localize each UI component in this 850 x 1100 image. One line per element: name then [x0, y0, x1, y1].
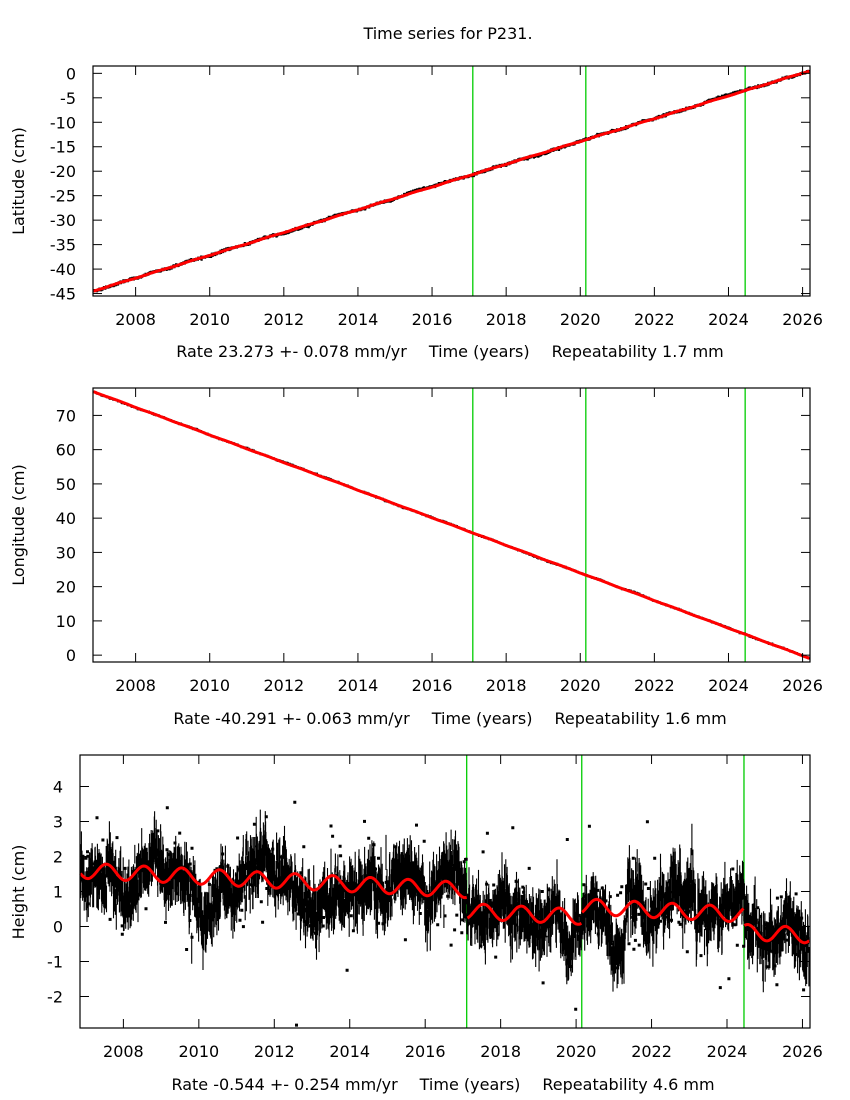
y-tick-label: 1 — [53, 883, 63, 902]
x-tick-label: 2020 — [556, 1042, 597, 1061]
rate-text: Rate -0.544 +- 0.254 mm/yr — [171, 1075, 398, 1094]
y-tick-label: -45 — [50, 285, 76, 304]
y-tick-label: -5 — [60, 89, 76, 108]
x-tick-label: 2008 — [103, 1042, 144, 1061]
y-tick-label: -35 — [50, 236, 76, 255]
x-tick-label: 2014 — [329, 1042, 370, 1061]
x-tick-label: 2026 — [782, 310, 823, 329]
x-tick-label: 2016 — [412, 310, 453, 329]
y-tick-label: -40 — [50, 260, 76, 279]
break-lines — [472, 388, 746, 662]
x-tick-label: 2024 — [708, 676, 749, 695]
x-tick-label: 2012 — [263, 676, 304, 695]
x-axis-label: Time (years) — [428, 342, 530, 361]
y-tick-label: -30 — [50, 211, 76, 230]
y-tick-label: -10 — [50, 113, 76, 132]
repeatability-text: Repeatability 1.6 mm — [555, 709, 727, 728]
repeatability-text: Repeatability 1.7 mm — [552, 342, 724, 361]
x-tick-label: 2012 — [263, 310, 304, 329]
x-tick-label: 2008 — [115, 676, 156, 695]
y-tick-label: 0 — [66, 64, 76, 83]
x-tick-label: 2026 — [782, 1042, 823, 1061]
y-tick-label: 60 — [56, 441, 76, 460]
y-tick-label: 2 — [53, 848, 63, 867]
panel-latitude: 0 -5 -10 -15 -20 -25 -30 -35 -40 -45 2008 2010 2012… — [9, 64, 823, 361]
x-axis-label: Time (years) — [419, 1075, 521, 1094]
x-tick-label: 2020 — [560, 676, 601, 695]
x-tick-label: 2022 — [631, 1042, 672, 1061]
x-axis-caption: Rate 23.273 +- 0.078 mm/yr Time (years) Re… — [176, 342, 724, 361]
rate-text: Rate -40.291 +- 0.063 mm/yr — [173, 709, 410, 728]
fit-curve — [79, 862, 811, 945]
x-ticks: 2008 2010 2012 2014 2016 2018 2020 2022 2024 2026 — [115, 388, 823, 695]
y-axis-label: Height (cm) — [9, 845, 28, 940]
repeatability-text: Repeatability 4.6 mm — [542, 1075, 714, 1094]
y-axis-label: Latitude (cm) — [9, 127, 28, 235]
x-tick-label: 2024 — [708, 310, 749, 329]
x-tick-label: 2014 — [338, 310, 379, 329]
x-tick-label: 2012 — [254, 1042, 295, 1061]
y-tick-label: 30 — [56, 543, 76, 562]
plot-frame — [92, 65, 811, 297]
x-axis-caption: Rate -40.291 +- 0.063 mm/yr Time (years) R… — [173, 709, 726, 728]
x-tick-label: 2016 — [405, 1042, 446, 1061]
y-tick-label: 3 — [53, 813, 63, 832]
data-points — [80, 809, 810, 993]
y-tick-label: 0 — [53, 918, 63, 937]
x-tick-label: 2018 — [480, 1042, 521, 1061]
y-axis-label: Longitude (cm) — [9, 464, 28, 586]
x-tick-label: 2020 — [560, 310, 601, 329]
x-tick-label: 2010 — [189, 310, 230, 329]
x-tick-label: 2010 — [178, 1042, 219, 1061]
y-tick-label: -15 — [50, 138, 76, 157]
y-ticks: 70 60 50 40 30 20 10 0 — [56, 406, 810, 665]
data-series — [80, 800, 810, 1027]
x-tick-label: 2018 — [486, 676, 527, 695]
y-ticks: 0 -5 -10 -15 -20 -25 -30 -35 -40 -45 — [50, 64, 810, 304]
fit-curve — [92, 390, 810, 660]
x-tick-label: 2024 — [707, 1042, 748, 1061]
x-ticks: 2008 2010 2012 2014 2016 2018 2020 2022 2024 2026 — [115, 66, 823, 329]
plot-frame — [92, 387, 811, 663]
x-tick-label: 2022 — [634, 676, 675, 695]
fit-curve — [92, 69, 810, 293]
y-tick-label: 40 — [56, 509, 76, 528]
x-tick-label: 2008 — [115, 310, 156, 329]
x-tick-label: 2010 — [189, 676, 230, 695]
x-axis-caption: Rate -0.544 +- 0.254 mm/yr Time (years) Re… — [171, 1075, 714, 1094]
y-tick-label: -1 — [47, 953, 63, 972]
y-tick-label: -20 — [50, 162, 76, 181]
x-tick-label: 2022 — [634, 310, 675, 329]
figure-title: Time series for P231. — [362, 24, 532, 43]
x-tick-label: 2016 — [412, 676, 453, 695]
y-tick-label: 70 — [56, 406, 76, 425]
y-tick-label: -2 — [47, 988, 63, 1007]
break-lines — [472, 66, 746, 296]
x-tick-label: 2026 — [782, 676, 823, 695]
y-tick-label: 20 — [56, 578, 76, 597]
y-tick-label: -25 — [50, 187, 76, 206]
x-tick-label: 2014 — [338, 676, 379, 695]
y-tick-label: 10 — [56, 612, 76, 631]
rate-text: Rate 23.273 +- 0.078 mm/yr — [176, 342, 407, 361]
x-ticks: 2008 2010 2012 2014 2016 2018 2020 2022 2024 2026 — [103, 755, 823, 1061]
y-ticks: 4 3 2 1 0 -1 -2 — [47, 778, 810, 1007]
y-tick-label: 4 — [53, 778, 63, 797]
x-axis-label: Time (years) — [431, 709, 533, 728]
y-tick-label: 0 — [66, 646, 76, 665]
x-tick-label: 2018 — [486, 310, 527, 329]
y-tick-label: 50 — [56, 475, 76, 494]
